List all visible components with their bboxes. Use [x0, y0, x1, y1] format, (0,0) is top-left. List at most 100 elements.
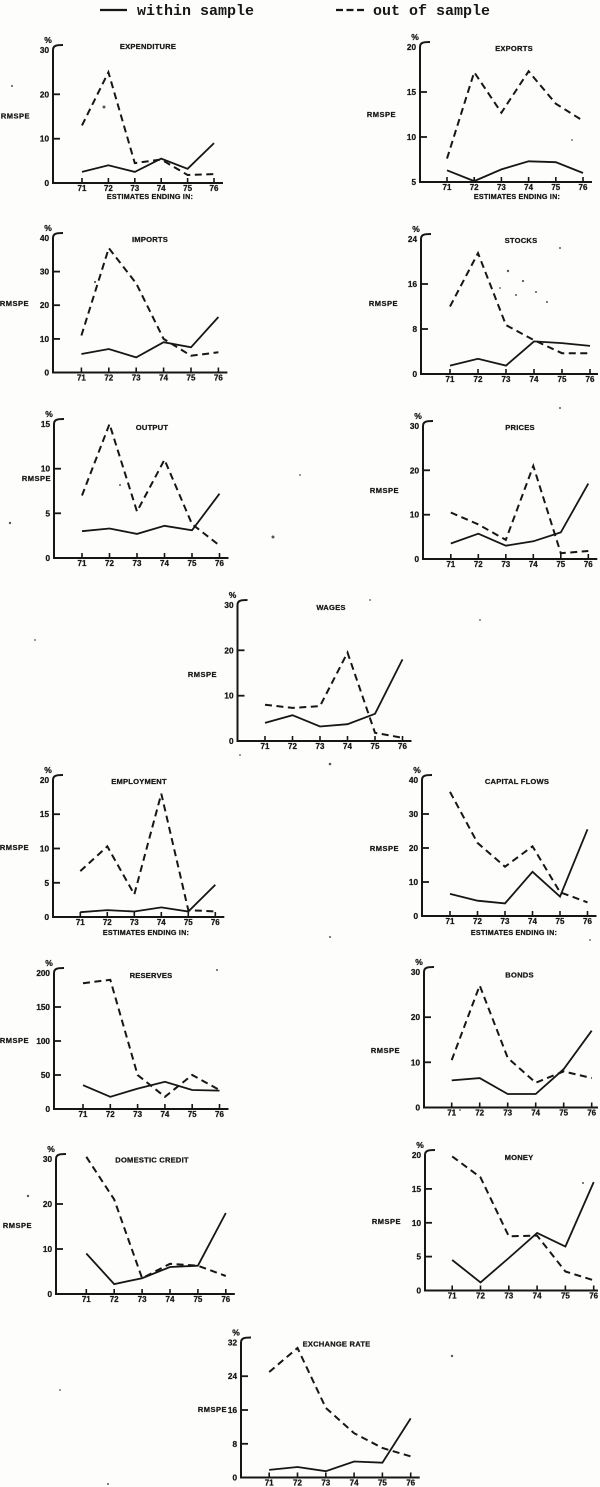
svg-text:0: 0: [44, 179, 49, 188]
svg-text:%: %: [47, 1144, 55, 1154]
svg-text:71: 71: [78, 184, 87, 193]
svg-text:%: %: [413, 765, 421, 775]
svg-text:STOCKS: STOCKS: [505, 236, 538, 245]
svg-text:75: 75: [188, 1110, 197, 1119]
svg-text:ESTIMATES ENDING IN:: ESTIMATES ENDING IN:: [103, 928, 189, 937]
svg-text:76: 76: [587, 1109, 596, 1118]
svg-text:73: 73: [132, 374, 141, 383]
svg-text:72: 72: [293, 1479, 302, 1487]
svg-text:71: 71: [82, 1295, 91, 1304]
svg-text:30: 30: [224, 601, 234, 610]
svg-text:32: 32: [228, 1339, 238, 1348]
svg-text:0: 0: [414, 555, 419, 564]
svg-text:75: 75: [193, 1295, 202, 1304]
svg-text:50: 50: [41, 1071, 51, 1080]
svg-text:73: 73: [133, 1110, 142, 1119]
svg-text:74: 74: [533, 1292, 542, 1301]
svg-text:WAGES: WAGES: [316, 603, 345, 612]
svg-text:out of sample: out of sample: [373, 3, 490, 20]
svg-text:16: 16: [408, 280, 418, 289]
svg-text:150: 150: [36, 1003, 50, 1012]
svg-text:%: %: [44, 765, 52, 775]
svg-text:RMSPE: RMSPE: [1, 112, 30, 121]
svg-text:71: 71: [443, 183, 452, 192]
svg-text:20: 20: [40, 90, 50, 99]
svg-text:CAPITAL FLOWS: CAPITAL FLOWS: [485, 777, 549, 786]
svg-text:74: 74: [159, 374, 168, 383]
svg-text:10: 10: [40, 335, 50, 344]
svg-text:PRICES: PRICES: [505, 423, 534, 432]
svg-text:73: 73: [321, 1479, 330, 1487]
svg-text:0: 0: [229, 737, 234, 746]
svg-text:20: 20: [410, 466, 420, 475]
svg-text:10: 10: [40, 845, 50, 854]
svg-text:73: 73: [316, 742, 325, 751]
svg-text:71: 71: [77, 374, 86, 383]
svg-text:75: 75: [183, 184, 192, 193]
svg-text:74: 74: [531, 1109, 540, 1118]
svg-text:75: 75: [556, 917, 565, 926]
svg-text:0: 0: [44, 369, 49, 378]
svg-text:76: 76: [584, 560, 593, 569]
svg-text:RMSPE: RMSPE: [0, 299, 29, 308]
svg-text:71: 71: [446, 560, 455, 569]
svg-text:10: 10: [40, 135, 50, 144]
svg-text:74: 74: [157, 184, 166, 193]
svg-text:EXPENDITURE: EXPENDITURE: [120, 42, 176, 51]
svg-text:0: 0: [45, 554, 50, 563]
svg-text:10: 10: [412, 1219, 422, 1228]
svg-text:5: 5: [44, 879, 49, 888]
svg-text:74: 74: [166, 1295, 175, 1304]
svg-text:%: %: [44, 35, 52, 45]
svg-text:RMSPE: RMSPE: [370, 486, 399, 495]
svg-text:72: 72: [476, 1292, 485, 1301]
svg-text:71: 71: [447, 1109, 456, 1118]
svg-text:5: 5: [416, 1253, 421, 1262]
svg-text:10: 10: [410, 511, 420, 520]
svg-text:24: 24: [228, 1372, 238, 1381]
svg-text:RMSPE: RMSPE: [370, 844, 399, 853]
svg-text:73: 73: [504, 1292, 513, 1301]
svg-text:10: 10: [407, 133, 417, 142]
svg-text:30: 30: [40, 46, 50, 55]
svg-text:30: 30: [43, 1155, 53, 1164]
svg-text:OUTPUT: OUTPUT: [136, 423, 169, 432]
svg-text:74: 74: [350, 1479, 359, 1487]
svg-text:74: 74: [343, 742, 352, 751]
svg-text:10: 10: [224, 692, 234, 701]
svg-text:75: 75: [188, 559, 197, 568]
svg-text:10: 10: [43, 1245, 53, 1254]
svg-text:RMSPE: RMSPE: [3, 1221, 32, 1230]
svg-text:20: 20: [411, 1013, 421, 1022]
svg-text:76: 76: [589, 1292, 598, 1301]
svg-text:MONEY: MONEY: [505, 1153, 534, 1162]
svg-text:75: 75: [378, 1479, 387, 1487]
svg-text:DOMESTIC CREDIT: DOMESTIC CREDIT: [115, 1156, 189, 1165]
svg-text:%: %: [416, 1140, 424, 1150]
svg-text:72: 72: [103, 918, 112, 927]
svg-text:75: 75: [561, 1292, 570, 1301]
svg-text:%: %: [412, 224, 420, 234]
svg-text:0: 0: [416, 1287, 421, 1296]
svg-text:20: 20: [224, 646, 234, 655]
svg-text:20: 20: [40, 776, 50, 785]
svg-text:72: 72: [474, 375, 483, 384]
svg-text:75: 75: [551, 183, 560, 192]
svg-text:IMPORTS: IMPORTS: [132, 235, 168, 244]
svg-text:71: 71: [79, 1110, 88, 1119]
svg-text:71: 71: [78, 559, 87, 568]
svg-text:0: 0: [45, 1105, 50, 1114]
svg-text:76: 76: [583, 917, 592, 926]
svg-text:75: 75: [556, 560, 565, 569]
svg-text:RMSPE: RMSPE: [0, 1036, 29, 1045]
svg-text:8: 8: [232, 1440, 237, 1449]
svg-text:20: 20: [412, 1151, 422, 1160]
svg-text:10: 10: [411, 1058, 421, 1067]
svg-text:73: 73: [130, 184, 139, 193]
svg-text:ESTIMATES ENDING IN:: ESTIMATES ENDING IN:: [471, 928, 557, 937]
svg-text:200: 200: [36, 969, 50, 978]
svg-text:76: 76: [398, 742, 407, 751]
svg-text:72: 72: [104, 184, 113, 193]
svg-text:73: 73: [502, 375, 511, 384]
svg-text:73: 73: [133, 559, 142, 568]
